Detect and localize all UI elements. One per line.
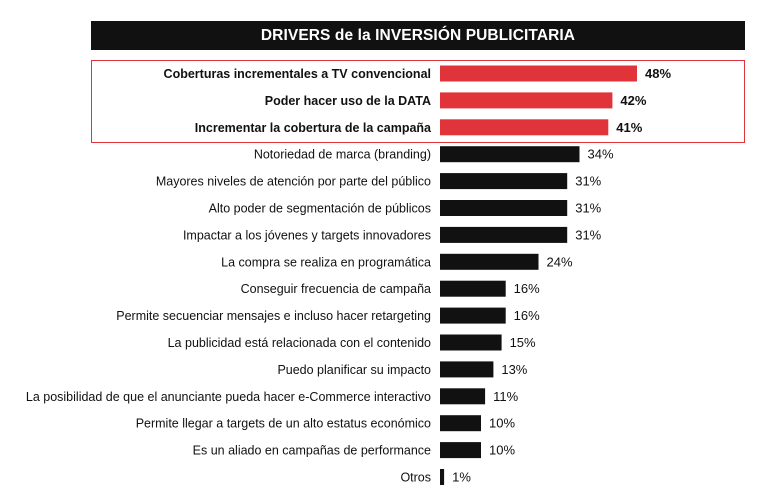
category-label: Incrementar la cobertura de la campaña — [195, 121, 432, 135]
category-label: Notoriedad de marca (branding) — [254, 148, 431, 162]
bar — [440, 200, 568, 216]
value-label: 16% — [514, 281, 540, 296]
category-label: Puedo planificar su impacto — [277, 363, 431, 377]
value-label: 31% — [575, 174, 601, 189]
category-label: Mayores niveles de atención por parte de… — [156, 175, 431, 189]
category-label: Es un aliado en campañas de performance — [193, 444, 431, 458]
category-label: Coberturas incrementales a TV convencion… — [164, 67, 431, 81]
category-label: Alto poder de segmentación de públicos — [209, 202, 431, 216]
value-label: 34% — [588, 147, 614, 162]
value-label: 31% — [575, 227, 601, 242]
bar — [440, 415, 481, 432]
category-label: Impactar a los jóvenes y targets innovad… — [183, 228, 431, 242]
category-label: La publicidad está relacionada con el co… — [168, 336, 431, 350]
category-label: La posibilidad de que el anunciante pued… — [26, 390, 431, 404]
value-label: 24% — [547, 254, 573, 269]
category-label: Conseguir frecuencia de campaña — [241, 282, 431, 296]
value-label: 10% — [489, 416, 515, 431]
value-label: 48% — [645, 66, 671, 81]
bar — [440, 469, 445, 485]
bar — [440, 65, 637, 82]
value-label: 11% — [493, 389, 518, 404]
bar — [440, 119, 609, 136]
category-label: Otros — [400, 471, 431, 485]
bar — [440, 253, 539, 270]
bar — [440, 146, 580, 163]
bar — [440, 307, 506, 324]
category-label: La compra se realiza en programática — [221, 255, 431, 269]
value-label: 41% — [616, 120, 642, 135]
value-label: 15% — [510, 335, 536, 350]
category-label: Permite llegar a targets de un alto esta… — [136, 417, 431, 431]
value-label: 1% — [452, 470, 471, 485]
chart-title: DRIVERS de la INVERSIÓN PUBLICITARIA — [91, 21, 745, 50]
value-label: 10% — [489, 443, 515, 458]
bar — [440, 442, 481, 459]
bar — [440, 280, 506, 297]
value-label: 31% — [575, 201, 601, 216]
bar — [440, 92, 613, 109]
bar — [440, 361, 494, 378]
value-label: 16% — [514, 308, 540, 323]
value-label: 42% — [620, 93, 646, 108]
bar — [440, 388, 486, 405]
category-label: Permite secuenciar mensajes e incluso ha… — [116, 309, 431, 323]
value-label: 13% — [501, 362, 527, 377]
bar — [440, 226, 568, 243]
category-label: Poder hacer uso de la DATA — [265, 94, 431, 108]
bar — [440, 334, 502, 351]
highlight-box — [91, 60, 745, 143]
bar — [440, 173, 568, 190]
